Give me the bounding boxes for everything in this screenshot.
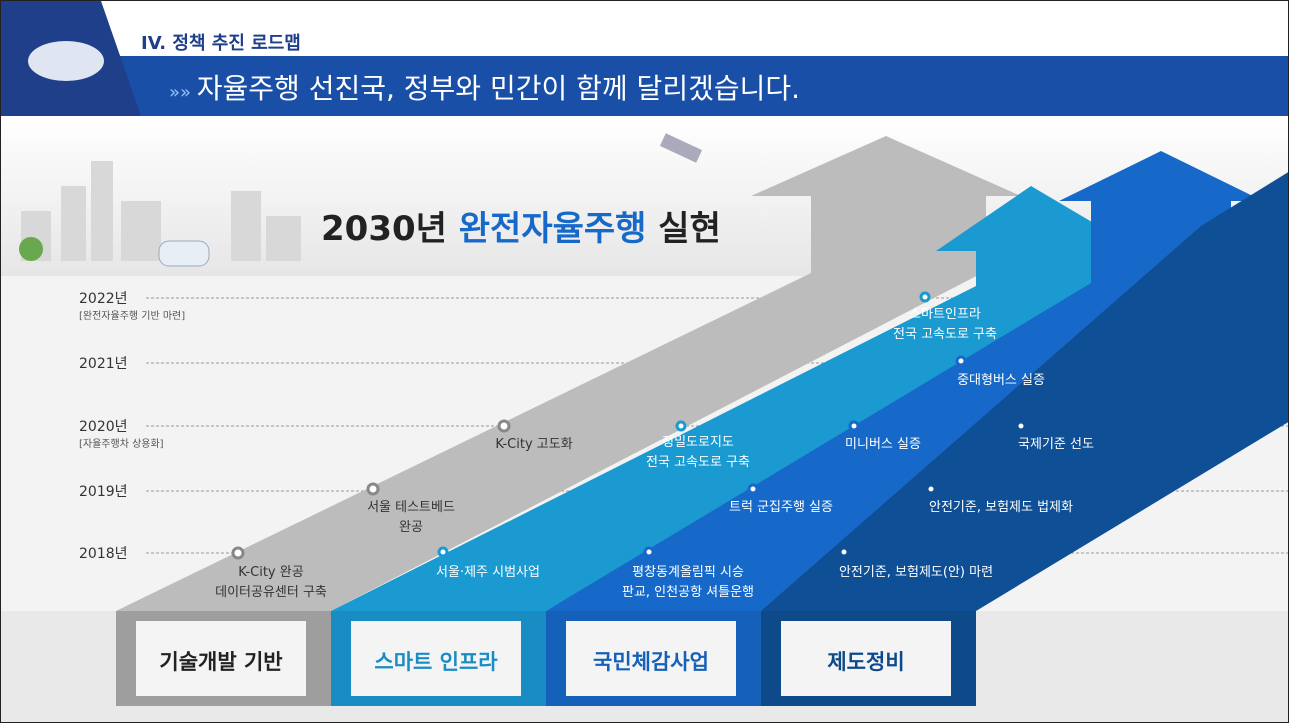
year-label: 2020년 [79, 416, 128, 436]
year-label: 2019년 [79, 481, 128, 501]
car-icon [28, 41, 104, 81]
milestone-line: 완공 [367, 518, 455, 538]
milestone-line: 서울·제주 시범사업 [436, 563, 540, 583]
year-note: [자율주행차 상용화] [79, 435, 164, 450]
slide: IV. 정책 추진 로드맵 »» 자율주행 선진국, 정부와 민간이 함께 달리… [0, 0, 1289, 723]
milestone: 미니버스 실증 [845, 435, 921, 455]
category: 국민체감사업 [571, 646, 731, 676]
category: 기술개발 기반 [141, 646, 301, 676]
year-label: 2021년 [79, 353, 128, 373]
hero-highlight: 완전자율주행 [459, 209, 647, 249]
milestone-line: 평창동계올림픽 시승 [622, 563, 754, 583]
milestone-line: K-City 완공 [215, 563, 327, 583]
milestone-line: 정밀도로지도 [646, 433, 750, 453]
year-note: [완전자율주행 기반 마련] [79, 307, 185, 322]
milestone-line: 국제기준 선도 [1018, 435, 1094, 455]
milestone: 국제기준 선도 [1018, 435, 1094, 455]
background [1, 1, 1289, 723]
milestone-line: K-City 고도화 [495, 435, 572, 455]
milestone-line: 트럭 군집주행 실증 [729, 498, 833, 518]
category: 스마트 인프라 [356, 646, 516, 676]
milestone-line: 안전기준, 보험제도(안) 마련 [839, 563, 993, 583]
milestone: 트럭 군집주행 실증 [729, 498, 833, 518]
milestone: 안전기준, 보험제도(안) 마련 [839, 563, 993, 583]
milestone: 안전기준, 보험제도 법제화 [929, 498, 1073, 518]
milestone-line: 서울 테스트베드 [367, 498, 455, 518]
category: 제도정비 [786, 646, 946, 676]
hero-title: 2030년 완전자율주행 실현 [321, 201, 721, 250]
milestone-line: 판교, 인천공항 셔틀운행 [622, 583, 754, 603]
headline-text: 자율주행 선진국, 정부와 민간이 함께 달리겠습니다. [197, 72, 800, 105]
car [159, 241, 209, 266]
section-title: IV. 정책 추진 로드맵 [141, 29, 301, 55]
year-label: 2022년 [79, 288, 128, 308]
milestone: 중대형버스 실증 [957, 371, 1045, 391]
chevrons: »» [169, 82, 197, 103]
milestone: 서울·제주 시범사업 [436, 563, 540, 583]
hero-suffix: 실현 [658, 209, 721, 249]
milestone: K-City 고도화 [495, 435, 572, 455]
milestone-line: 안전기준, 보험제도 법제화 [929, 498, 1073, 518]
milestone-line: 미니버스 실증 [845, 435, 921, 455]
milestone-line: 전국 고속도로 구축 [893, 325, 997, 345]
tree [19, 237, 43, 261]
milestone-line: 중대형버스 실증 [957, 371, 1045, 391]
milestone-line: 데이터공유센터 구축 [215, 583, 327, 603]
milestone-line: 전국 고속도로 구축 [646, 453, 750, 473]
milestone-line: 스마트인프라 [893, 305, 997, 325]
hero-prefix: 2030년 [321, 209, 447, 249]
headline: »» 자율주행 선진국, 정부와 민간이 함께 달리겠습니다. [169, 67, 800, 107]
year-label: 2018년 [79, 543, 128, 563]
